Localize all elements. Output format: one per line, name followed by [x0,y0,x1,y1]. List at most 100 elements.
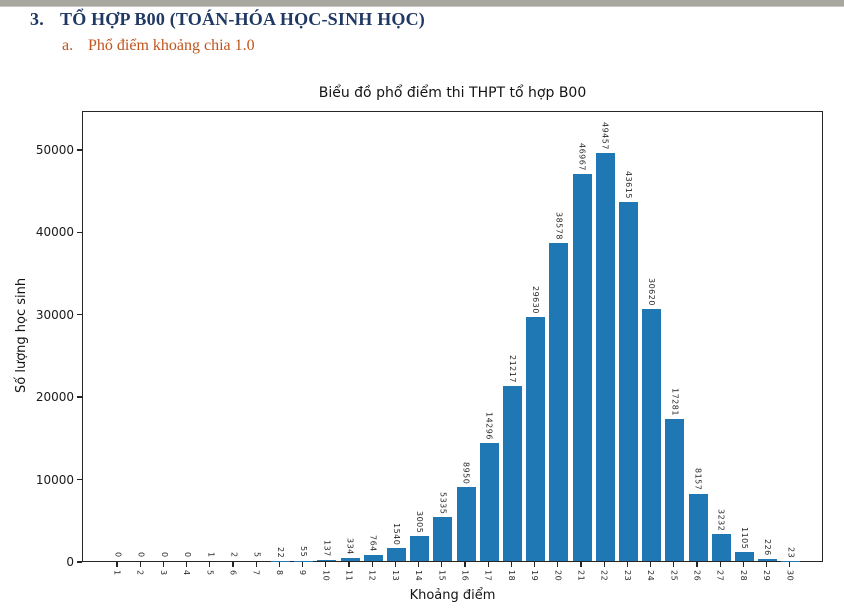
bar [526,316,546,561]
bar-value-label: 49457 [600,122,610,151]
x-tick-label: 25 [669,570,679,582]
y-tick-mark [77,231,82,233]
y-tick-mark [77,561,82,563]
bar-value-label: 764 [368,534,378,552]
x-tick-mark [696,562,698,567]
x-tick-label: 9 [298,570,308,576]
bar-value-label: 8950 [461,461,471,485]
bar-value-label: 8157 [693,468,703,491]
x-tick-label: 12 [367,570,377,582]
x-tick-label: 2 [135,570,145,576]
bar-value-label: 1105 [739,526,749,549]
x-tick-mark [441,562,443,567]
section-heading: 3. TỔ HỢP B00 (TOÁN-HÓA HỌC-SINH HỌC) [30,9,425,30]
x-tick-label: 27 [715,570,725,582]
x-tick-label: 1 [112,570,122,576]
plot-area: 0 0 0 0 1 2 5 22 55 137 334 764 1540 3005 5335 8950 1429… [82,111,823,562]
bar [386,548,406,561]
subsection-heading: a. Phổ điểm khoảng chia 1.0 [62,37,255,55]
x-tick-mark [417,562,420,567]
section-title: TỔ HỢP B00 (TOÁN-HÓA HỌC-SINH HỌC) [60,9,425,29]
x-tick-label: 26 [692,570,702,582]
bar-value-label: 3232 [716,509,726,532]
bar [340,558,360,561]
x-tick-mark [116,562,118,567]
x-tick-mark [742,562,745,567]
x-tick-label: 10 [321,570,331,582]
bar-value-label: 137 [322,540,332,557]
bar [433,517,453,561]
x-tick-mark [580,562,582,567]
bar-value-label: 2 [229,552,239,558]
x-tick-mark [232,562,234,567]
bar-value-label: 55 [299,546,309,558]
y-tick-label: 0 [66,555,74,569]
histogram-figure: Biểu đồ phổ điểm thi THPT tổ hợp B00 Số … [0,75,844,611]
subsection-letter: a. [62,37,74,54]
x-tick-label: 19 [530,570,540,582]
x-tick-mark [278,562,281,567]
bar-value-label: 17281 [670,387,680,416]
bar [665,418,685,561]
x-tick-mark [603,562,605,567]
y-tick-label: 30000 [35,307,74,322]
bar-value-label: 29630 [531,285,541,314]
bar [618,201,638,561]
bar-value-label: 0 [159,552,169,558]
y-tick-label: 10000 [35,472,74,487]
bar-value-label: 38578 [554,212,564,241]
bar [363,554,383,561]
x-tick-mark [139,562,141,567]
x-tick-label: 28 [738,570,748,582]
section-number: 3. [30,9,44,29]
bar-value-label: 0 [113,552,123,558]
x-tick-label: 24 [646,570,656,582]
bar [642,308,662,561]
x-tick-label: 3 [158,570,168,576]
y-tick-mark [77,478,82,481]
x-tick-label: 6 [228,570,238,576]
chart-title: Biểu đồ phổ điểm thi THPT tổ hợp B00 [318,85,587,101]
y-tick-label: 20000 [35,390,74,405]
bar [410,536,430,561]
x-tick-label: 15 [437,570,447,582]
bar [572,173,592,561]
x-tick-mark [209,562,211,567]
x-tick-label: 5 [205,570,215,576]
bar-value-label: 22 [275,546,285,558]
x-tick-label: 23 [622,570,632,582]
bar-value-label: 226 [763,539,773,557]
x-tick-mark [394,562,397,567]
subsection-title: Phổ điểm khoảng chia 1.0 [88,37,255,54]
bar-value-label: 46967 [577,142,587,171]
x-tick-label: 29 [762,570,772,582]
y-axis-label: Số lượng học sinh [14,277,29,393]
x-tick-mark [325,562,327,567]
bar [734,551,754,561]
bar-value-label: 30620 [647,277,657,306]
bar [317,559,337,561]
x-tick-mark [673,562,675,567]
bar-value-label: 43615 [623,170,633,199]
bar-value-label: 0 [183,552,193,558]
bar-value-label: 14296 [484,412,494,441]
bar-value-label: 0 [136,552,146,558]
bar [758,559,778,561]
bar-value-label: 21217 [507,355,517,384]
x-tick-mark [162,562,165,567]
x-tick-label: 22 [599,570,609,582]
x-tick-label: 17 [483,570,493,582]
x-tick-mark [533,562,536,567]
x-tick-label: 7 [251,570,261,576]
bar-value-label: 334 [345,538,355,556]
x-tick-mark [185,562,188,567]
x-tick-label: 8 [274,570,284,576]
x-tick-label: 18 [506,570,516,582]
y-tick-mark [77,396,82,398]
x-tick-mark [371,562,373,567]
bar [688,493,708,561]
top-border-strip [0,0,844,7]
x-tick-mark [464,562,466,567]
x-tick-mark [649,562,652,567]
x-tick-mark [487,562,489,567]
